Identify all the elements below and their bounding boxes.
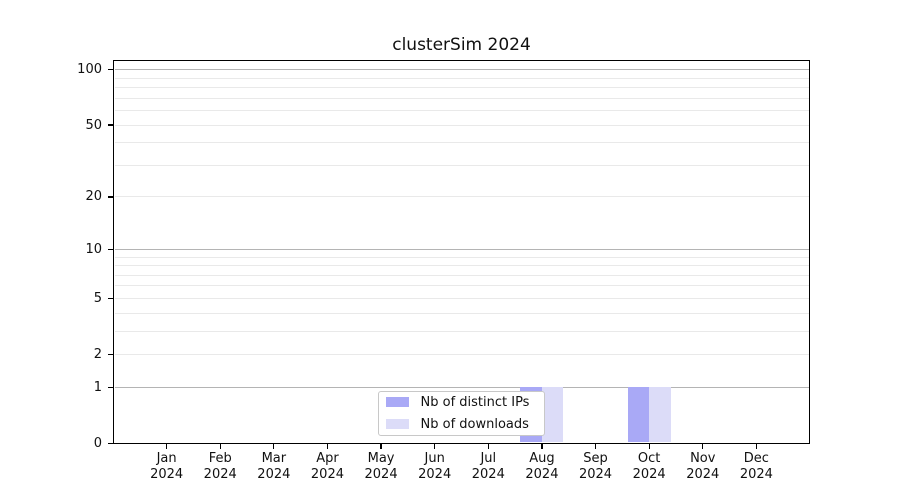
x-tick-mark [326,444,329,449]
x-tick-month: Nov [690,450,716,466]
x-tick-mark [380,444,382,449]
x-tick-year: 2024 [310,467,344,482]
minor-gridline [114,87,809,89]
legend-swatch-0 [385,397,409,408]
legend-row: Nb of downloads [385,413,544,435]
x-tick-label: Dec 2024 [724,451,788,484]
x-tick-label: Jun 2024 [403,451,467,484]
bar-nb-of-downloads-oct [649,387,671,442]
minor-gridline [114,274,809,276]
y-tick-mark [108,196,113,198]
x-tick-year: 2024 [632,467,666,482]
minor-gridline [114,164,809,166]
x-tick-label: Apr 2024 [295,451,359,484]
x-tick-mark [487,444,489,449]
x-tick-year: 2024 [686,467,720,482]
x-tick-month: Aug [529,450,555,466]
y-tick-label: 10 [85,241,102,257]
x-tick-label: Feb 2024 [188,451,252,484]
minor-gridline [114,110,809,112]
chart-title: clusterSim 2024 [392,35,531,55]
y-tick-mark [108,69,113,71]
x-tick-label: Oct 2024 [617,451,681,484]
minor-gridline [114,330,809,332]
x-tick-mark [594,444,597,449]
x-tick-mark [755,444,758,449]
legend-label-0: Nb of distinct IPs [420,394,530,410]
minor-gridline [114,97,809,99]
x-tick-mark [648,444,650,449]
x-tick-year: 2024 [525,467,559,482]
x-tick-year: 2024 [739,467,773,482]
x-tick-year: 2024 [418,467,452,482]
x-tick-label: May 2024 [349,451,413,484]
legend-row: Nb of distinct IPs [385,392,544,414]
x-tick-mark [434,444,436,449]
y-tick-mark [108,442,113,445]
minor-gridline [114,142,809,144]
x-tick-month: Apr [316,450,339,466]
x-tick-mark [273,444,275,449]
minor-gridline [114,297,809,299]
x-tick-year: 2024 [203,467,237,482]
y-tick-mark [108,386,113,388]
x-tick-year: 2024 [578,467,613,482]
major-gridline [114,248,809,250]
x-tick-year: 2024 [364,467,398,482]
x-tick-label: Aug 2024 [510,451,574,484]
minor-gridline [114,265,809,267]
y-tick-mark [108,297,113,300]
y-tick-mark [108,124,113,126]
x-tick-mark [165,444,168,449]
y-tick-label: 100 [77,62,102,78]
x-tick-month: Oct [637,450,661,466]
y-tick-label: 2 [93,347,102,363]
minor-gridline [114,77,809,79]
x-tick-label: Mar 2024 [242,451,306,484]
x-tick-year: 2024 [471,467,505,482]
minor-gridline [114,354,809,356]
x-tick-month: Sep [583,450,608,466]
plot-area [113,60,810,444]
x-tick-month: Mar [261,450,287,466]
x-tick-month: May [367,450,395,466]
major-gridline [114,386,809,388]
y-tick-mark [108,353,113,356]
major-gridline [114,69,809,71]
x-tick-year: 2024 [257,467,291,482]
bar-nb-of-downloads-aug [541,387,564,442]
minor-gridline [114,196,809,198]
y-tick-label: 20 [85,189,102,205]
x-tick-month: Feb [208,450,232,466]
x-tick-year: 2024 [150,467,184,482]
x-tick-label: Sep 2024 [564,451,628,484]
y-tick-label: 1 [93,379,102,395]
x-tick-month: Dec [743,450,769,466]
x-tick-month: Jul [480,450,497,466]
x-tick-label: Jul 2024 [456,451,520,484]
x-tick-month: Jun [424,450,445,466]
x-tick-mark [219,444,221,449]
minor-gridline [114,285,809,287]
minor-gridline [114,256,809,258]
x-tick-mark [541,444,543,449]
x-tick-label: Nov 2024 [671,451,735,484]
y-tick-mark [108,248,113,250]
y-tick-label: 5 [93,290,102,306]
x-tick-month: Jan [156,450,177,466]
x-tick-label: Jan 2024 [135,451,199,484]
minor-gridline [114,124,809,126]
bar-nb-of-distinct-ips-oct [627,387,650,442]
y-tick-label: 50 [85,117,102,133]
minor-gridline [114,312,809,314]
x-tick-mark [702,444,704,449]
legend-label-1: Nb of downloads [420,416,529,432]
legend-swatch-1 [385,419,409,430]
y-tick-label: 0 [93,436,102,451]
legend: Nb of distinct IPs Nb of downloads [377,390,545,436]
